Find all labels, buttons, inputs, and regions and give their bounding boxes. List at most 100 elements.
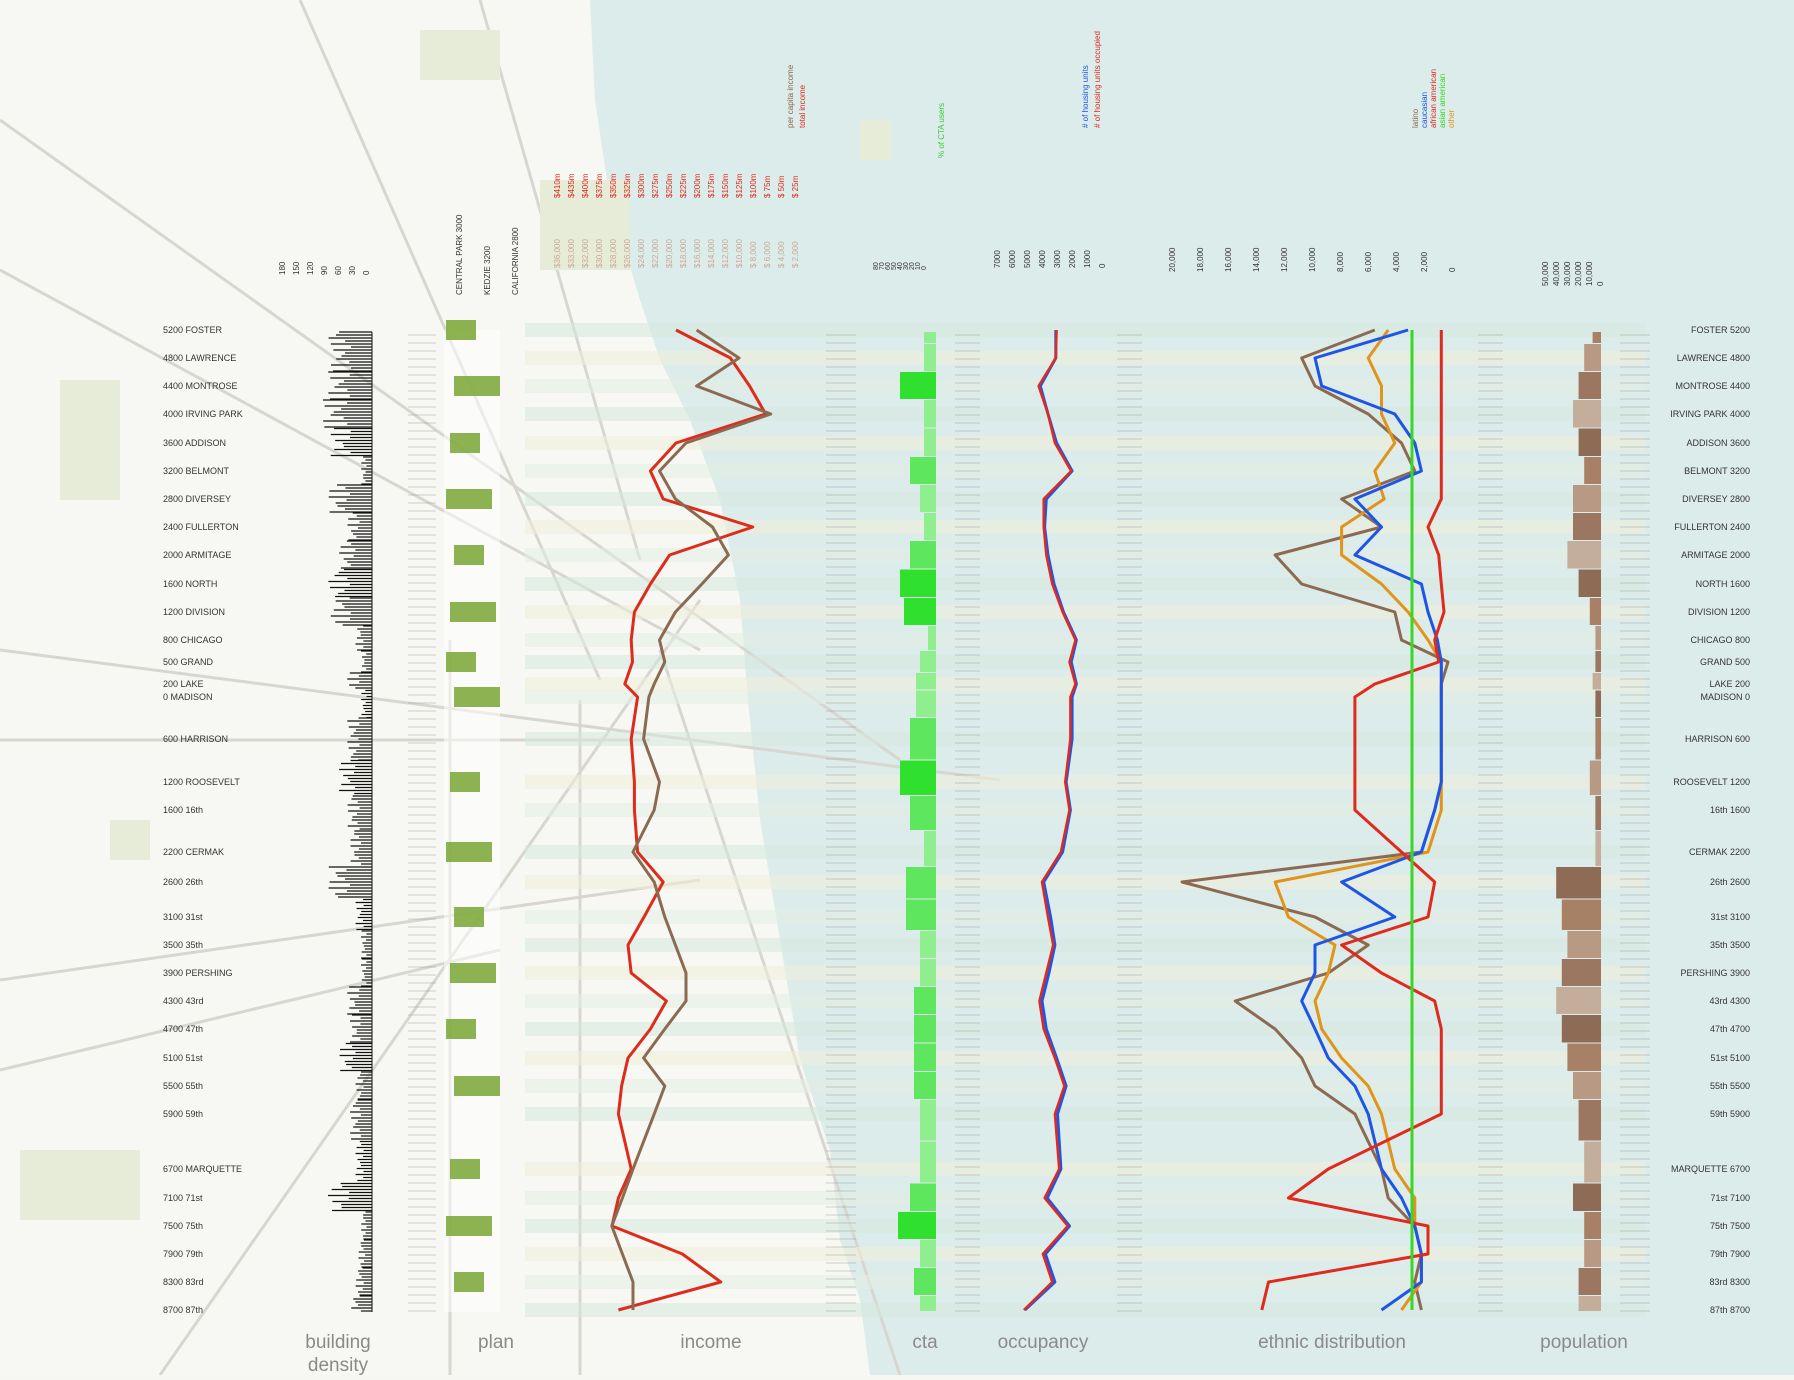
street-label-left: 3500 35th (163, 940, 203, 950)
map-park (420, 30, 500, 80)
total-income-tick: $100m (749, 173, 758, 198)
occupancy-tick: 1000 (1083, 250, 1092, 268)
occupancy-tick: 3000 (1053, 250, 1062, 268)
cta-bar (900, 569, 936, 597)
street-label-right: ARMITAGE 2000 (1681, 550, 1750, 560)
per-capita-tick: $22,000 (651, 239, 660, 268)
plan-block (454, 907, 484, 927)
cta-bar (900, 760, 936, 795)
street-label-left: 7100 71st (163, 1193, 203, 1203)
total-income-tick: $350m (609, 173, 618, 198)
ethnic-legend-2: african american (1429, 69, 1438, 128)
street-label-left: 7500 75th (163, 1221, 203, 1231)
street-label-left: 5100 51st (163, 1053, 203, 1063)
street-label-right: LAKE 200 (1709, 679, 1750, 689)
cta-bar (920, 959, 936, 986)
street-label-left: 4800 LAWRENCE (163, 353, 236, 363)
population-bar (1573, 400, 1601, 428)
cta-bar (920, 485, 936, 512)
cta-tick: 0 (921, 266, 928, 270)
per-capita-tick: $20,000 (665, 239, 674, 268)
total-income-tick: $435m (567, 173, 576, 198)
density-tick: 60 (334, 266, 343, 275)
street-band (525, 1051, 1645, 1065)
cta-bar (910, 718, 936, 760)
plan-block (446, 489, 492, 509)
plan-street-label: CENTRAL PARK 3000 (455, 214, 464, 295)
plan-block (450, 772, 480, 792)
per-capita-tick: $36,000 (553, 239, 562, 268)
population-bar (1556, 867, 1601, 899)
population-bar (1595, 718, 1601, 760)
street-label-left: 0 MADISON (163, 692, 213, 702)
african-american-line (1260, 330, 1446, 1311)
street-band (525, 520, 1645, 534)
population-bar (1578, 1296, 1601, 1311)
street-band (525, 994, 1645, 1008)
plan-block (446, 1216, 492, 1236)
density-tick: 120 (306, 261, 315, 275)
street-label-right: 43rd 4300 (1709, 996, 1750, 1006)
per-capita-tick: $32,000 (581, 239, 590, 268)
street-label-right: DIVISION 1200 (1688, 607, 1750, 617)
street-band (525, 803, 1645, 817)
cta-bar (920, 1240, 936, 1267)
plan-block (446, 652, 476, 672)
street-label-left: 5200 FOSTER (163, 325, 223, 335)
plan-street-label: CALIFORNIA 2800 (511, 227, 520, 295)
cta-tick: 30 (903, 262, 910, 270)
cta-bar (920, 1141, 936, 1183)
building-density-panel (323, 331, 373, 1312)
cta-bar (928, 626, 936, 650)
street-label-left: 600 HARRISON (163, 734, 228, 744)
total-income-tick: $150m (721, 173, 730, 198)
street-label-right: GRAND 500 (1700, 657, 1750, 667)
ethnic-tick: 16,000 (1224, 247, 1233, 272)
occupancy-tick: 5000 (1023, 250, 1032, 268)
panel-label-income: income (680, 1332, 741, 1353)
population-bar (1578, 372, 1601, 399)
total-income-tick: $225m (679, 173, 688, 198)
street-label-left: 3200 BELMONT (163, 466, 230, 476)
street-label-right: 71st 7100 (1710, 1193, 1750, 1203)
housing-occupied-line (1023, 329, 1077, 1311)
street-band (525, 1022, 1645, 1036)
density-tick: 0 (362, 270, 371, 275)
population-bar (1578, 1268, 1601, 1295)
street-band (525, 323, 1645, 337)
per-capita-tick: $12,000 (721, 239, 730, 268)
population-tick: 50,000 (1541, 261, 1550, 286)
ethnic-panel (1180, 328, 1450, 1312)
population-tick: 10,000 (1585, 261, 1594, 286)
ethnic-tick: 12,000 (1280, 247, 1289, 272)
street-label-left: 2400 FULLERTON (163, 522, 239, 532)
plan-block (446, 320, 476, 340)
street-label-left: 1200 DIVISION (163, 607, 225, 617)
per-capita-tick: $24,000 (637, 239, 646, 268)
total-income-tick: $ 75m (763, 175, 772, 198)
map-road (0, 878, 701, 982)
total-income-tick: $275m (651, 173, 660, 198)
street-label-right: 16th 1600 (1710, 805, 1750, 815)
street-band (525, 1275, 1645, 1289)
panel-label-building: building (305, 1332, 371, 1353)
street-band (525, 1162, 1645, 1176)
plan-block (454, 1076, 500, 1096)
population-bar (1561, 899, 1601, 930)
street-label-right: 59th 5900 (1710, 1109, 1750, 1119)
street-label-right: DIVERSEY 2800 (1682, 494, 1750, 504)
population-bar (1592, 332, 1601, 343)
population-bar (1567, 541, 1601, 569)
street-label-left: 1600 NORTH (163, 579, 217, 589)
occupancy-tick: 6000 (1008, 250, 1017, 268)
per-capita-tick: $ 4,000 (777, 241, 786, 268)
street-band (525, 464, 1645, 478)
plan-panel (444, 320, 500, 1312)
cta-bar (924, 344, 936, 371)
street-label-right: FOSTER 5200 (1691, 325, 1750, 335)
scale-ticks (408, 334, 1650, 1312)
ethnic-legend-3: asian american (1438, 74, 1447, 128)
total-income-line (610, 328, 768, 1312)
population-panel (1556, 332, 1601, 1311)
total-income-tick: $300m (637, 173, 646, 198)
